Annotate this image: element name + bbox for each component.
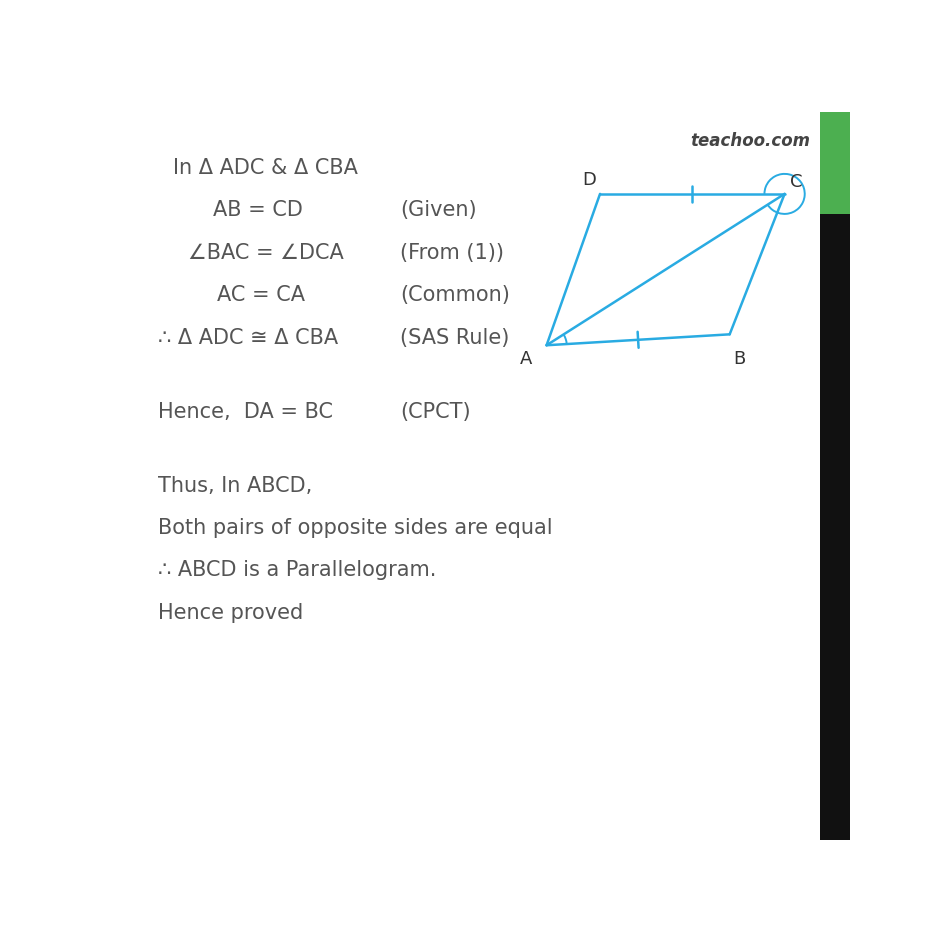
Bar — [818, 113, 850, 215]
Text: ∠BAC = ∠DCA: ∠BAC = ∠DCA — [188, 243, 343, 262]
Text: ∴ Δ ADC ≅ Δ CBA: ∴ Δ ADC ≅ Δ CBA — [159, 328, 338, 347]
Text: C: C — [789, 173, 802, 191]
Text: AB = CD: AB = CD — [213, 200, 303, 220]
Text: ∴ ABCD is a Parallelogram.: ∴ ABCD is a Parallelogram. — [159, 560, 436, 580]
Text: (SAS Rule): (SAS Rule) — [399, 328, 509, 347]
Text: (CPCT): (CPCT) — [399, 401, 470, 421]
Bar — [818, 215, 850, 840]
Text: (Given): (Given) — [399, 200, 476, 220]
Text: Hence proved: Hence proved — [159, 602, 303, 622]
Text: D: D — [582, 171, 596, 189]
Text: (From (1)): (From (1)) — [399, 243, 503, 262]
Text: Thus, In ABCD,: Thus, In ABCD, — [159, 476, 312, 496]
Text: In Δ ADC & Δ CBA: In Δ ADC & Δ CBA — [173, 158, 358, 177]
Text: teachoo.com: teachoo.com — [689, 131, 809, 149]
Text: Hence,  DA = BC: Hence, DA = BC — [159, 401, 333, 421]
Text: Both pairs of opposite sides are equal: Both pairs of opposite sides are equal — [159, 517, 552, 537]
Text: A: A — [519, 349, 531, 367]
Text: AC = CA: AC = CA — [217, 285, 305, 305]
Text: (Common): (Common) — [399, 285, 510, 305]
Text: B: B — [733, 349, 745, 367]
